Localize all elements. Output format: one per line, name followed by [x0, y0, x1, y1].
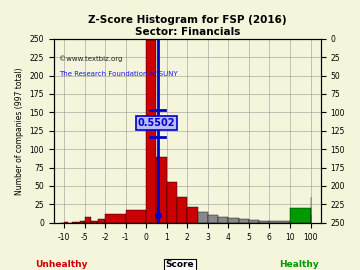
Bar: [126, 210, 146, 223]
Bar: [64, 222, 68, 223]
Bar: [98, 219, 105, 223]
Text: The Research Foundation of SUNY: The Research Foundation of SUNY: [59, 70, 178, 77]
Text: Healthy: Healthy: [279, 260, 319, 269]
Title: Z-Score Histogram for FSP (2016)
Sector: Financials: Z-Score Histogram for FSP (2016) Sector:…: [88, 15, 287, 37]
Bar: [218, 217, 228, 223]
Bar: [290, 208, 311, 223]
Bar: [146, 40, 157, 223]
Bar: [239, 219, 249, 223]
Bar: [157, 157, 167, 223]
Bar: [269, 221, 290, 223]
Bar: [91, 221, 98, 223]
Bar: [249, 220, 259, 223]
Text: 0.5502: 0.5502: [138, 119, 175, 129]
Bar: [259, 221, 269, 223]
Text: Unhealthy: Unhealthy: [35, 260, 87, 269]
Text: Score: Score: [166, 260, 194, 269]
Bar: [105, 214, 126, 223]
Y-axis label: Number of companies (997 total): Number of companies (997 total): [15, 67, 24, 195]
Bar: [76, 222, 81, 223]
Bar: [81, 221, 85, 223]
Bar: [187, 207, 198, 223]
Bar: [85, 217, 91, 223]
Bar: [198, 212, 208, 223]
Bar: [72, 222, 76, 223]
Text: ©www.textbiz.org: ©www.textbiz.org: [59, 55, 122, 62]
Bar: [177, 197, 187, 223]
Bar: [208, 215, 218, 223]
Bar: [167, 182, 177, 223]
Bar: [228, 218, 239, 223]
